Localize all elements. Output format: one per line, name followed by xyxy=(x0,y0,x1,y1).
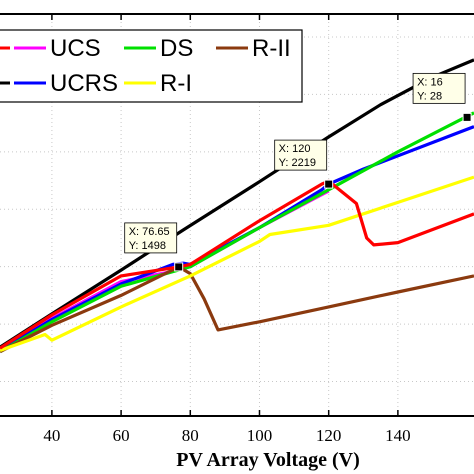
legend-label: R-II xyxy=(252,35,291,62)
datatip-box xyxy=(274,139,328,171)
series-line-unlabeled-6 xyxy=(0,179,474,350)
datatip-box xyxy=(412,72,466,104)
x-tick-label: 100 xyxy=(247,426,273,445)
x-axis-label: PV Array Voltage (V) xyxy=(176,449,360,471)
datatip-box xyxy=(124,222,178,254)
x-tick-label: 80 xyxy=(182,426,199,445)
legend-label: DS xyxy=(160,35,193,62)
x-tick-label: 120 xyxy=(316,426,342,445)
series-line-r-i xyxy=(0,175,474,353)
x-tick-labels: 40 60 80 100 120 140 xyxy=(43,426,410,445)
datatip-x-label: X: 16 xyxy=(417,76,443,88)
legend-label: UCS xyxy=(50,35,101,62)
grid-lines xyxy=(0,14,474,416)
datatip-marker xyxy=(324,179,334,189)
x-tick-label: 140 xyxy=(385,426,411,445)
datatip-x-label: X: 76.65 xyxy=(129,226,170,238)
x-tick-label: 40 xyxy=(43,426,60,445)
series-line-ds xyxy=(0,111,474,354)
legend-label: R-I xyxy=(160,70,192,97)
datatip-marker xyxy=(174,262,184,272)
data-tips: X: 76.65 Y: 1498 X: 120 Y: 2219 X: 16 Y: 28 xyxy=(124,72,472,272)
datatip-x-label: X: 120 xyxy=(279,143,311,155)
legend: UCS DS R-II UCRS R-I xyxy=(0,29,303,103)
datatip-y-label: Y: 1498 xyxy=(129,240,166,252)
legend-label: UCRS xyxy=(50,70,118,97)
datatip-y-label: Y: 2219 xyxy=(279,157,316,169)
series-line-r-ii xyxy=(0,265,474,354)
series-lines xyxy=(0,58,474,354)
axes-frame xyxy=(0,13,474,417)
x-tick-label: 60 xyxy=(113,426,130,445)
datatip-marker xyxy=(462,112,472,122)
legend-box xyxy=(0,29,303,103)
datatip-y-label: Y: 28 xyxy=(417,90,442,102)
